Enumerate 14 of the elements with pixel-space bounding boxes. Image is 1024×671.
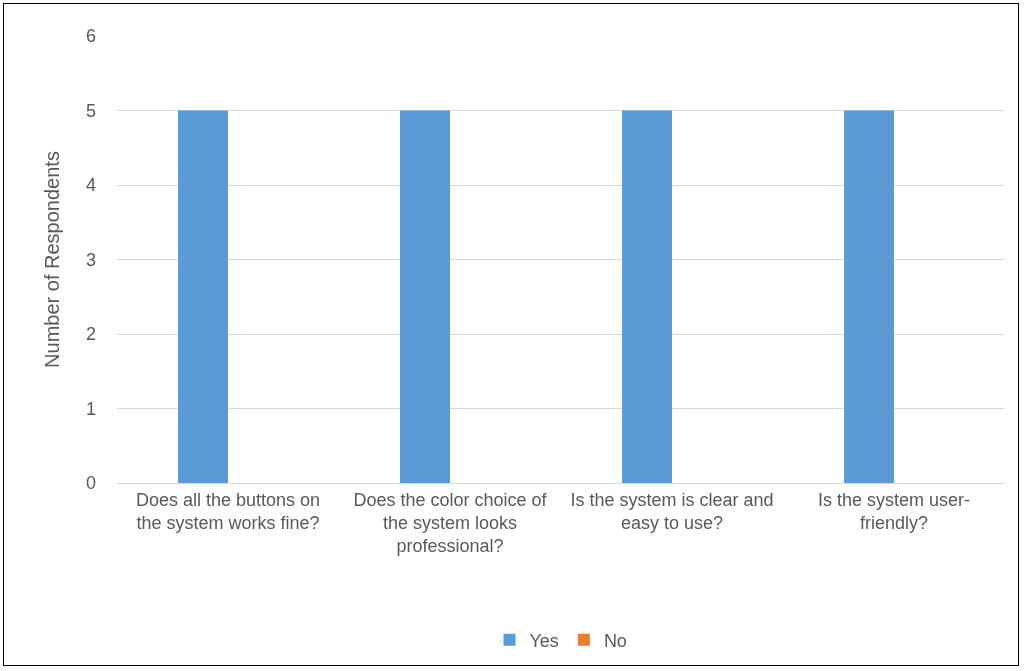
y-tick-label: 5 (85, 100, 96, 121)
y-tick-label: 0 (85, 473, 96, 494)
y-tick-label: 3 (85, 249, 96, 270)
x-tick-label: Is the system user-friendly? (817, 489, 971, 533)
x-tick-label: Does the color choice of the system looks professional? (353, 489, 548, 557)
y-tick-label: 6 (85, 26, 96, 47)
legend-label: Yes (529, 630, 559, 651)
y-tick-label: 2 (85, 324, 96, 345)
x-tick-label: Is the system is clear and easy to use? (570, 489, 774, 533)
legend-label: No (603, 630, 627, 651)
y-tick-label: 1 (85, 398, 96, 419)
y-tick-label: 4 (85, 175, 96, 196)
x-tick-label: Does all the buttons on the system works fine? (135, 489, 321, 533)
y-axis-title: Number of Respondents (41, 151, 64, 368)
